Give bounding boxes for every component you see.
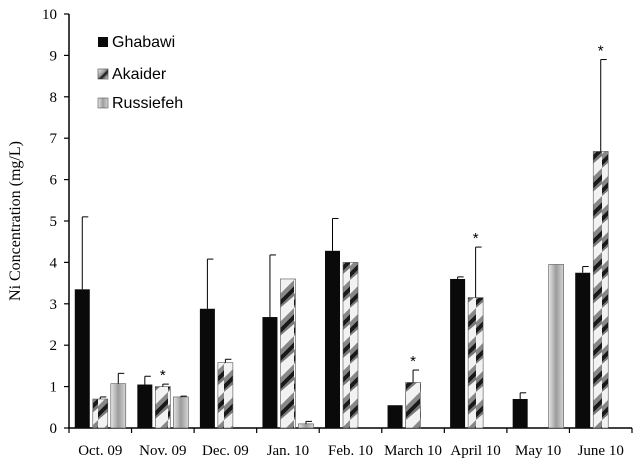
y-tick-label: 9 (50, 48, 58, 64)
x-tick-label: Dec. 09 (202, 443, 249, 459)
bar-akaider (405, 382, 421, 429)
legend: Ghabawi Akaider Russiefeh (97, 34, 183, 112)
bar-russiefeh (548, 264, 564, 429)
significance-star: * (410, 353, 416, 370)
y-tick-label: 5 (50, 214, 58, 230)
y-tick-label: 1 (50, 380, 58, 396)
bar-akaider (155, 386, 171, 429)
bar-akaider (467, 297, 484, 429)
x-tick-label: March 10 (384, 443, 442, 459)
y-tick-label: 0 (50, 421, 58, 437)
x-tick-label: Oct. 09 (78, 443, 122, 459)
bar-ghabawi (575, 272, 591, 428)
significance-star: * (473, 230, 479, 247)
legend-swatch-russiefeh (97, 97, 109, 109)
significance-star: * (160, 367, 166, 384)
y-tick-label: 4 (50, 255, 58, 271)
bar-akaider (217, 362, 234, 429)
significance-star: * (598, 43, 604, 60)
x-tick-label: Nov. 09 (139, 443, 186, 459)
bar-ghabawi (387, 405, 403, 428)
legend-label-russiefeh: Russiefeh (112, 95, 183, 112)
bar-russiefeh (110, 383, 127, 429)
bar-ghabawi (137, 384, 153, 428)
bar-ghabawi (199, 308, 215, 428)
y-tick-label: 8 (50, 90, 58, 106)
x-tick-label: May 10 (515, 443, 561, 459)
y-ticks: 0 1 2 3 4 5 6 7 8 9 10 (42, 7, 69, 437)
bar-russiefeh (298, 423, 314, 429)
bar-ghabawi (74, 289, 90, 428)
bar-akaider (280, 278, 296, 429)
bar-ghabawi (512, 399, 528, 428)
x-ticks: Oct. 09 Nov. 09 Dec. 09 Jan. 10 Feb. 10 March… (68, 428, 633, 459)
error-bars (81, 59, 607, 424)
y-axis-title: Ni Concentration (mg/L) (7, 141, 24, 301)
y-tick-label: 6 (50, 173, 58, 189)
bar-russiefeh (173, 396, 189, 429)
bar-ghabawi (325, 250, 340, 428)
bar-ghabawi (450, 278, 466, 428)
significance-markers: * * * * (160, 43, 604, 385)
y-tick-label: 2 (50, 338, 58, 354)
x-tick-label: Feb. 10 (328, 443, 373, 459)
y-tick-label: 7 (50, 131, 58, 147)
x-tick-label: June 10 (578, 443, 624, 459)
legend-label-akaider: Akaider (112, 66, 167, 83)
y-tick-label: 3 (50, 297, 58, 313)
x-tick-label: April 10 (450, 443, 500, 459)
legend-label-ghabawi: Ghabawi (112, 34, 175, 51)
bar-akaider (342, 262, 359, 429)
y-tick-label: 10 (42, 7, 57, 23)
x-tick-label: Jan. 10 (267, 443, 310, 459)
bar-ghabawi (262, 317, 278, 428)
bar-akaider (92, 398, 109, 429)
legend-swatch-ghabawi (98, 37, 108, 47)
bars (74, 151, 609, 429)
legend-swatch-akaider (97, 68, 109, 80)
bar-akaider (592, 151, 609, 429)
